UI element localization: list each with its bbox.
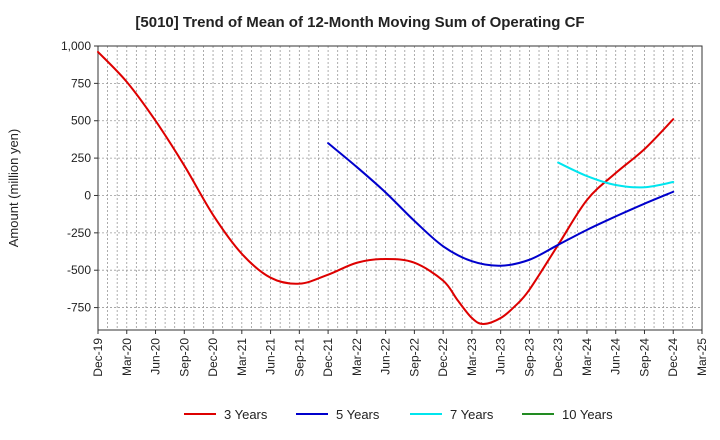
x-tick-label: Jun-23 (494, 338, 508, 375)
chart-title: [5010] Trend of Mean of 12-Month Moving … (135, 14, 585, 31)
series-line-5-years (327, 142, 675, 267)
x-tick-label: Jun-22 (379, 338, 393, 375)
x-tick-label: Dec-19 (91, 338, 105, 377)
legend-label-10-years: 10 Years (562, 407, 613, 422)
x-tick-label: Sep-24 (637, 338, 651, 377)
x-tick-label: Jun-21 (264, 338, 278, 375)
x-tick-label: Jun-20 (149, 338, 163, 375)
x-tick-label: Jun-24 (609, 338, 623, 375)
x-tick-label: Sep-22 (407, 338, 421, 377)
y-tick-label: 500 (71, 114, 91, 128)
y-tick-label: -500 (67, 263, 91, 277)
x-tick-label: Mar-24 (580, 338, 594, 376)
y-tick-label: -750 (67, 301, 91, 315)
x-tick-label: Dec-22 (436, 338, 450, 377)
x-tick-label: Mar-22 (350, 338, 364, 376)
y-tick-label: -250 (67, 226, 91, 240)
x-tick-label: Dec-21 (321, 338, 335, 377)
y-tick-label: 0 (84, 188, 91, 202)
x-tick-label: Mar-23 (465, 338, 479, 376)
y-axis-label: Amount (million yen) (6, 129, 21, 248)
plot-frame (97, 45, 703, 331)
y-tick-label: 1,000 (61, 39, 91, 53)
legend-label-5-years: 5 Years (336, 407, 380, 422)
x-tick-label: Dec-24 (666, 338, 680, 377)
series-line-3-years (97, 50, 675, 326)
x-tick-label: Mar-20 (120, 338, 134, 376)
axes: 1,000 750 500 250 0 -250 -500 -750 Dec-19 Mar-20 J… (6, 39, 709, 377)
x-tick-label: Sep-23 (522, 338, 536, 377)
x-tick-label: Mar-25 (695, 338, 709, 376)
x-tick-label: Sep-20 (177, 338, 191, 377)
grid (97, 45, 703, 330)
x-tick-label: Mar-21 (235, 338, 249, 376)
legend-label-7-years: 7 Years (450, 407, 494, 422)
y-tick-label: 250 (71, 151, 91, 165)
x-tick-label: Dec-23 (551, 338, 565, 377)
x-tick-label: Dec-20 (206, 338, 220, 377)
legend: 3 Years 5 Years 7 Years 10 Years (184, 407, 613, 422)
x-tick-label: Sep-21 (292, 338, 306, 377)
series-line-7-years (557, 161, 675, 189)
y-tick-label: 750 (71, 76, 91, 90)
legend-label-3-years: 3 Years (224, 407, 268, 422)
series-lines (97, 50, 675, 326)
